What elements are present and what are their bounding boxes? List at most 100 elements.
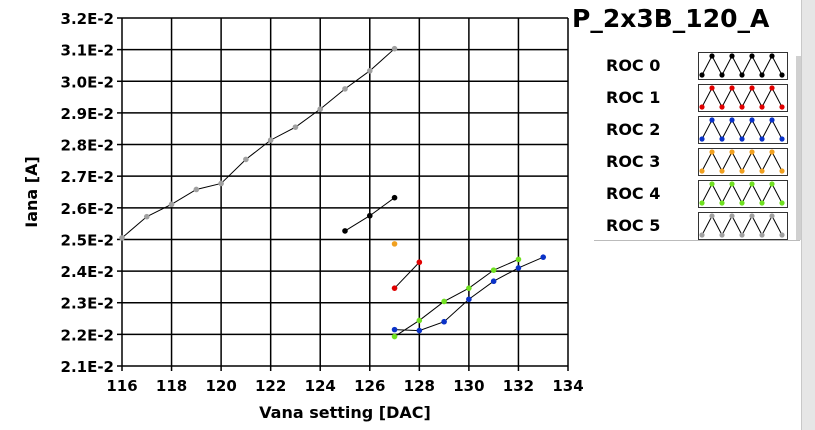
legend-marker: [769, 213, 775, 219]
data-point: [193, 186, 200, 193]
legend-line: [701, 86, 783, 109]
data-point: [490, 278, 497, 285]
data-point: [119, 235, 125, 241]
data-point: [515, 265, 522, 271]
legend-item: ROC 5: [594, 212, 794, 240]
legend-swatch: [698, 116, 788, 144]
data-point: [391, 285, 398, 291]
x-tick-label: 116: [106, 377, 137, 395]
series-roc-2: [391, 254, 547, 334]
y-tick-label: 2.6E-2: [61, 200, 114, 218]
series-layer: [119, 45, 547, 340]
data-point: [416, 317, 423, 324]
legend-marker: [739, 200, 745, 206]
y-tick-label: 3.2E-2: [61, 10, 114, 28]
legend-marker: [769, 117, 775, 123]
legend-line: [701, 118, 783, 141]
data-point: [391, 326, 398, 333]
series-roc-3: [391, 241, 398, 247]
x-tick-label: 122: [255, 377, 286, 395]
chart-title: P_2x3B_120_A: [572, 4, 770, 33]
legend-swatch: [698, 148, 788, 176]
legend-marker: [729, 149, 735, 155]
legend-marker: [779, 200, 785, 206]
legend-marker: [729, 181, 735, 187]
data-point: [366, 212, 373, 219]
legend-item: ROC 4: [594, 180, 794, 208]
legend-marker: [739, 136, 745, 142]
y-tick-label: 3.1E-2: [61, 42, 114, 60]
legend-marker: [709, 213, 715, 219]
data-point: [243, 156, 249, 163]
legend-marker: [769, 85, 775, 91]
legend-marker: [749, 117, 755, 123]
legend-marker: [749, 53, 755, 59]
data-point: [218, 180, 224, 187]
legend-item: ROC 0: [594, 52, 794, 80]
data-point: [441, 298, 447, 305]
legend-label: ROC 3: [606, 152, 661, 171]
data-point: [342, 228, 348, 234]
y-tick-label: 3.0E-2: [61, 73, 114, 91]
legend-label: ROC 1: [606, 88, 661, 107]
x-tick-label: 130: [453, 377, 484, 395]
x-axis-ticks: 116 118 120 122 124 126 128 130 132 134: [106, 366, 584, 395]
legend-marker: [699, 168, 705, 174]
legend-marker: [749, 213, 755, 219]
legend-marker: [769, 149, 775, 155]
legend-marker: [699, 200, 705, 206]
legend-item: ROC 2: [594, 116, 794, 144]
legend-swatch: [698, 84, 788, 112]
y-tick-label: 2.9E-2: [61, 105, 114, 123]
legend-marker: [779, 232, 785, 238]
legend-marker: [749, 149, 755, 155]
legend-marker: [699, 136, 705, 142]
x-tick-label: 120: [205, 377, 236, 395]
legend-swatch: [698, 180, 788, 208]
y-tick-label: 2.1E-2: [61, 358, 114, 376]
data-point: [267, 137, 274, 143]
y-tick-label: 2.5E-2: [61, 231, 114, 249]
legend-label: ROC 4: [606, 184, 661, 203]
y-tick-label: 2.8E-2: [61, 137, 114, 155]
legend-marker: [749, 85, 755, 91]
legend-marker: [729, 53, 735, 59]
legend-marker: [719, 104, 725, 110]
legend: ROC 0 ROC 1 ROC 2 ROC 3 ROC 4 ROC 5: [594, 48, 800, 241]
legend-marker: [729, 117, 735, 123]
data-point: [490, 267, 497, 273]
x-tick-label: 134: [552, 377, 583, 395]
legend-marker: [729, 85, 735, 91]
legend-line: [701, 150, 783, 173]
legend-marker: [759, 136, 765, 142]
legend-marker: [729, 213, 735, 219]
data-point: [515, 256, 522, 263]
legend-marker: [719, 72, 725, 78]
series-line: [121, 48, 395, 239]
legend-marker: [769, 181, 775, 187]
data-point: [416, 327, 423, 334]
legend-marker: [759, 104, 765, 110]
legend-line: [701, 182, 783, 205]
legend-swatch: [698, 52, 788, 80]
scrollbar[interactable]: [801, 0, 815, 430]
legend-marker: [759, 168, 765, 174]
series-roc-0: [342, 194, 398, 234]
series-roc-4: [391, 256, 522, 340]
series-line: [394, 261, 420, 289]
data-point: [540, 254, 547, 260]
legend-marker: [739, 232, 745, 238]
data-point: [466, 285, 472, 291]
legend-marker: [719, 136, 725, 142]
legend-item: ROC 3: [594, 148, 794, 176]
legend-marker: [779, 136, 785, 142]
series-line: [394, 258, 519, 337]
data-point: [143, 213, 150, 220]
legend-label: ROC 2: [606, 120, 661, 139]
legend-marker: [699, 232, 705, 238]
y-tick-label: 2.4E-2: [61, 263, 114, 281]
legend-shadow: [796, 56, 801, 240]
legend-marker: [759, 200, 765, 206]
legend-line: [701, 214, 783, 237]
y-axis-label: Iana [A]: [22, 156, 41, 228]
